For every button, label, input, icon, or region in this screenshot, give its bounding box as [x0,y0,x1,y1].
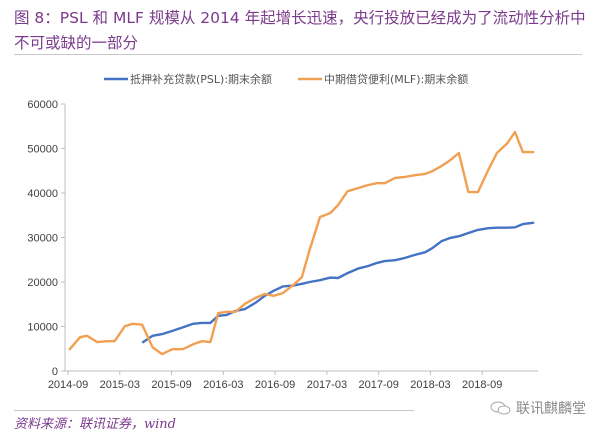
x-axis: 2014-09 2015-03 2015-09 2016-03 2016-09 2017-… [48,370,538,391]
legend: 抵押补充贷款(PSL):期末余额 中期借贷便利(MLF):期末余额 [104,72,468,86]
watermark-text: 联讯麒麟堂 [516,401,586,417]
title-divider [14,54,582,55]
x-tick-label: 2014-09 [48,379,88,391]
y-tick-label: 50000 [27,144,58,156]
y-tick-label: 40000 [27,188,58,200]
series-layer [68,130,535,356]
x-tick-label: 2017-09 [358,379,398,391]
mlf-series-line [68,130,535,356]
y-tick-label: 60000 [27,99,58,111]
y-tick-label: 0 [52,366,58,378]
x-tick-label: 2015-03 [100,379,140,391]
legend-label-psl: 抵押补充贷款(PSL):期末余额 [130,72,272,86]
line-chart: 抵押补充贷款(PSL):期末余额 中期借贷便利(MLF):期末余额 0 10000… [27,72,538,391]
wechat-icon [490,401,511,415]
y-tick-label: 30000 [27,233,58,245]
watermark: 联讯麒麟堂 [490,398,586,418]
psl-series-line [141,221,535,344]
y-tick-label: 10000 [27,322,58,334]
x-tick-label: 2015-09 [151,379,191,391]
y-axis: 0 10000 20000 30000 40000 50000 60000 [27,99,66,378]
x-tick-label: 2018-03 [410,379,450,391]
x-tick-label: 2017-03 [307,379,347,391]
source-note: 资料来源：联讯证券，wind [14,417,176,432]
footer-divider [14,410,414,411]
x-tick-label: 2016-09 [255,379,295,391]
y-tick-label: 20000 [27,277,58,289]
x-tick-label: 2016-03 [203,379,243,391]
legend-label-mlf: 中期借贷便利(MLF):期末余额 [324,72,468,86]
x-tick-label: 2018-09 [462,379,502,391]
legend-item-mlf[interactable]: 中期借贷便利(MLF):期末余额 [298,72,468,86]
figure-title: 图 8：PSL 和 MLF 规模从 2014 年起增长迅速，央行投放已经成为了流… [14,9,586,52]
legend-item-psl[interactable]: 抵押补充贷款(PSL):期末余额 [104,72,272,86]
